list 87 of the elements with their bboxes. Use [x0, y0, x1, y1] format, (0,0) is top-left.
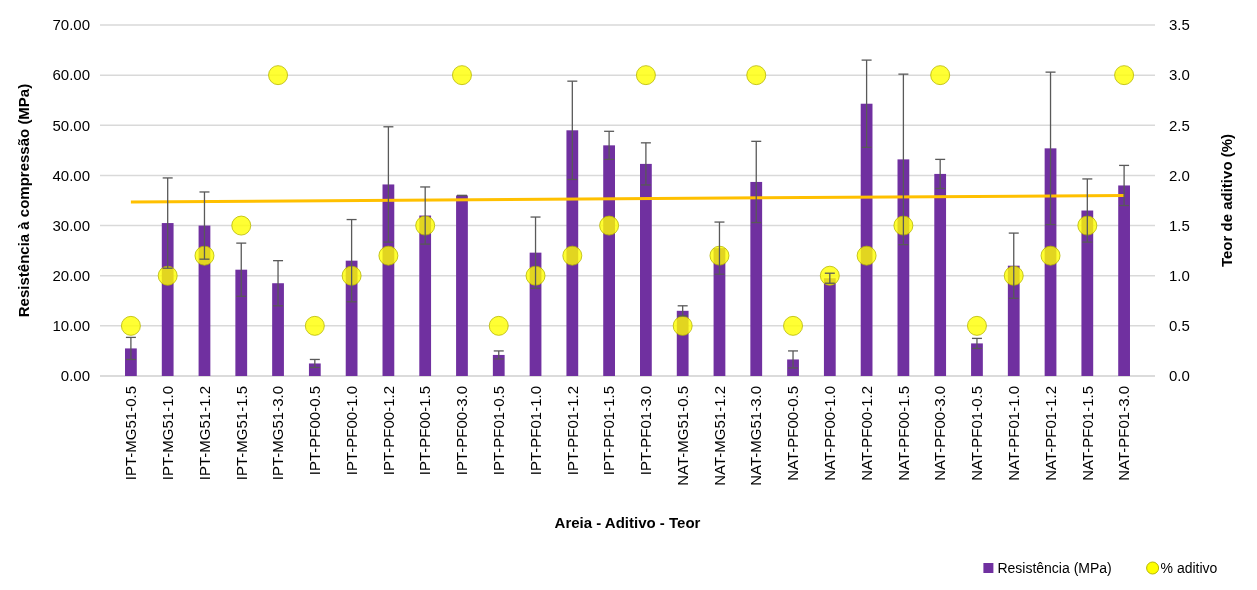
- point: [121, 315, 141, 336]
- x-tick-label: NAT-PF00-3.0: [931, 386, 949, 481]
- bar: [235, 269, 248, 376]
- point: [967, 315, 987, 336]
- point: [893, 215, 914, 236]
- x-tick-label: IPT-PF01-1.2: [563, 386, 581, 476]
- x-tick-label: IPT-MG51-1.0: [158, 386, 176, 481]
- bar: [272, 283, 284, 376]
- y-tick-label: 20.00: [52, 266, 90, 284]
- y2-tick-label: 0.5: [1169, 317, 1190, 335]
- x-tick-label: IPT-PF01-1.5: [600, 386, 618, 476]
- x-tick-label: IPT-MG51-1.5: [232, 386, 250, 481]
- point: [746, 65, 767, 86]
- point: [157, 265, 178, 286]
- y2-tick-label: 0.0: [1169, 367, 1190, 385]
- x-tick-label: NAT-PF01-1.5: [1078, 386, 1096, 481]
- bar: [640, 163, 652, 376]
- bar: [1118, 185, 1130, 376]
- x-tick-label: NAT-PF00-0.5: [784, 386, 802, 481]
- point: [194, 245, 215, 266]
- x-tick-label: NAT-PF01-3.0: [1115, 386, 1133, 481]
- y-tick-label: 10.00: [52, 317, 90, 335]
- point: [415, 215, 436, 236]
- point: [1003, 265, 1024, 286]
- y-tick-label: 70.00: [52, 16, 90, 34]
- y-tick-label: 50.00: [52, 116, 90, 134]
- y-tick-label: 0.00: [60, 367, 90, 385]
- x-tick-label: IPT-MG51-1.2: [195, 386, 213, 481]
- point: [488, 315, 509, 336]
- point: [599, 215, 620, 236]
- bar: [750, 181, 763, 376]
- y2-axis-title: Teor de aditivo (%): [1218, 133, 1236, 268]
- point: [562, 245, 583, 266]
- point: [856, 245, 877, 266]
- x-axis-title: Areia - Aditivo - Teor: [554, 514, 701, 531]
- point: [1077, 215, 1098, 236]
- point: [672, 315, 693, 336]
- point: [709, 245, 730, 266]
- x-tick-label: NAT-PF01-1.2: [1041, 386, 1059, 481]
- x-tick-label: NAT-MG51-0.5: [673, 386, 691, 486]
- point: [268, 65, 288, 86]
- y2-tick-label: 1.5: [1169, 216, 1190, 234]
- legend-label: Resistência (MPa): [997, 559, 1112, 576]
- point: [304, 315, 325, 336]
- point: [1040, 245, 1061, 266]
- x-tick-label: NAT-MG51-3.0: [747, 386, 765, 486]
- point: [231, 215, 252, 236]
- x-tick-label: NAT-PF00-1.2: [857, 386, 875, 481]
- point: [635, 65, 656, 86]
- x-tick-label: IPT-PF00-1.2: [379, 386, 397, 476]
- point: [525, 265, 546, 286]
- x-tick-label: IPT-PF01-0.5: [490, 386, 507, 476]
- y-tick-label: 40.00: [52, 166, 90, 184]
- x-tick-label: IPT-PF00-0.5: [306, 386, 324, 476]
- x-tick-label: IPT-MG51-3.0: [269, 386, 287, 481]
- bar: [456, 195, 468, 376]
- y-axis-title: Resistência à compressão (MPa): [15, 83, 33, 318]
- point: [341, 265, 362, 286]
- point: [1114, 65, 1134, 86]
- x-tick-label: NAT-PF01-0.5: [968, 386, 986, 481]
- x-tick-label: NAT-PF01-1.0: [1004, 386, 1022, 481]
- bar: [971, 343, 983, 376]
- x-tick-label: NAT-MG51-1.2: [710, 386, 728, 486]
- y2-tick-label: 3.5: [1169, 16, 1190, 34]
- x-tick-label: IPT-PF00-3.0: [453, 386, 471, 476]
- y2-tick-label: 2.5: [1169, 116, 1190, 134]
- x-tick-label: IPT-PF01-1.0: [526, 386, 544, 476]
- y2-tick-label: 3.0: [1169, 66, 1190, 84]
- point: [378, 245, 399, 266]
- x-tick-label: NAT-PF00-1.5: [894, 386, 912, 481]
- x-tick-label: NAT-PF00-1.0: [821, 386, 839, 481]
- legend-label: % aditivo: [1160, 559, 1218, 576]
- point: [452, 65, 472, 86]
- x-tick-label: IPT-PF00-1.0: [342, 386, 360, 476]
- bar: [492, 354, 505, 376]
- y2-tick-label: 2.0: [1169, 166, 1190, 184]
- x-tick-label: IPT-PF01-3.0: [637, 386, 655, 476]
- x-tick-label: IPT-MG51-0.5: [122, 386, 140, 481]
- x-tick-label: IPT-PF00-1.5: [416, 386, 434, 476]
- y-tick-label: 60.00: [52, 66, 90, 84]
- y-tick-label: 30.00: [52, 216, 90, 234]
- bar: [308, 363, 321, 376]
- y2-tick-label: 1.0: [1169, 266, 1190, 284]
- bar: [934, 173, 947, 376]
- point: [930, 65, 951, 86]
- point: [783, 315, 803, 336]
- bar: [125, 348, 137, 376]
